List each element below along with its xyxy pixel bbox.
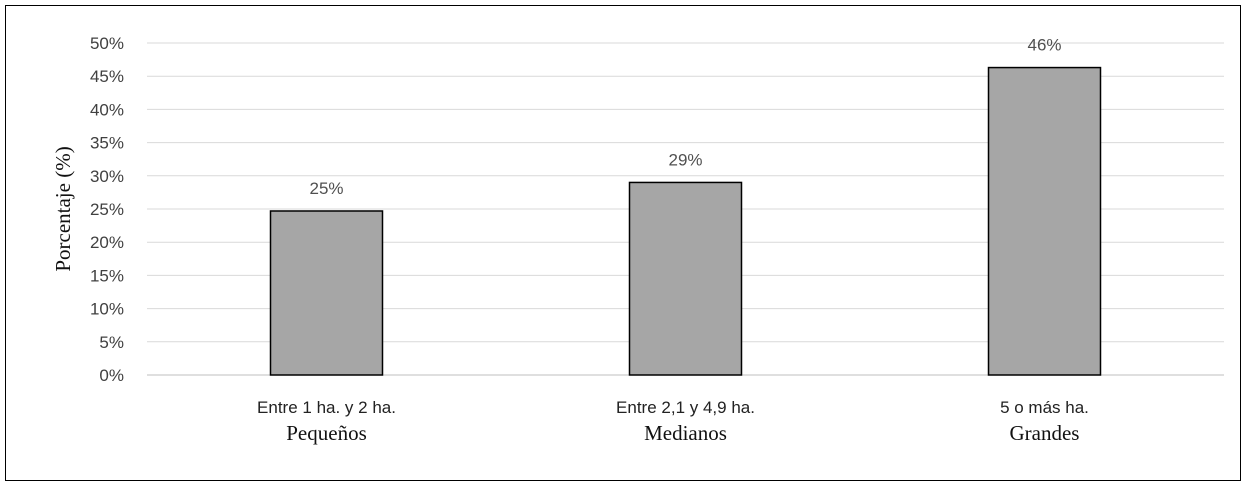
y-tick-label: 40% xyxy=(90,100,124,119)
y-tick-label: 35% xyxy=(90,134,124,153)
y-tick-label: 30% xyxy=(90,167,124,186)
data-label: 29% xyxy=(668,150,702,169)
bars: 25% 29% 46% xyxy=(269,36,1102,376)
category-group-label: Pequeños xyxy=(286,421,367,445)
data-label: 46% xyxy=(1027,36,1061,55)
bar xyxy=(987,66,1102,376)
category-group-label: Grandes xyxy=(1010,421,1080,445)
y-tick-label: 5% xyxy=(99,333,124,352)
y-tick-label: 20% xyxy=(90,233,124,252)
y-tick-label: 45% xyxy=(90,67,124,86)
x-axis-categories: Entre 1 ha. y 2 ha. Pequeños Entre 2,1 y 4… xyxy=(257,398,1089,445)
y-axis-label: Porcentaje (%) xyxy=(51,146,75,271)
bar xyxy=(628,181,743,376)
x-tick-label: Entre 2,1 y 4,9 ha. xyxy=(616,398,755,417)
y-tick-label: 0% xyxy=(99,366,124,385)
bar xyxy=(269,210,384,376)
data-label: 25% xyxy=(309,179,343,198)
y-tick-label: 10% xyxy=(90,300,124,319)
y-tick-label: 25% xyxy=(90,200,124,219)
x-tick-label: 5 o más ha. xyxy=(1000,398,1089,417)
y-axis-ticks: 0% 5% 10% 15% 20% 25% 30% 35% 40% 45% 50% xyxy=(90,34,124,385)
y-tick-label: 15% xyxy=(90,266,124,285)
y-tick-label: 50% xyxy=(90,34,124,53)
x-tick-label: Entre 1 ha. y 2 ha. xyxy=(257,398,396,417)
category-group-label: Medianos xyxy=(644,421,727,445)
